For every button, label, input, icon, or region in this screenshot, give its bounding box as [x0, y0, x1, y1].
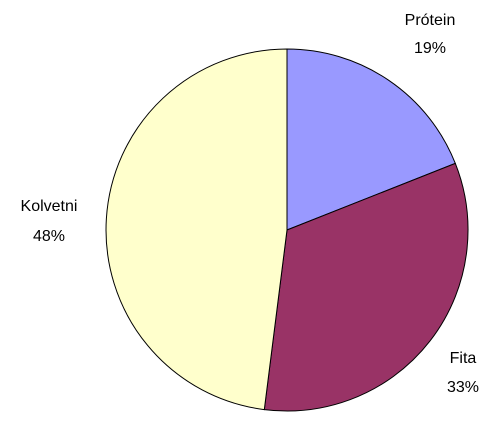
pie-slice-fita — [263, 162, 469, 412]
slice-label-fita: Fita — [450, 350, 477, 367]
pie-slice-pr-tein — [286, 48, 456, 231]
pie-slices — [105, 48, 469, 412]
pie-slice-kolvetni — [105, 48, 288, 411]
slice-label-kolvetni: Kolvetni — [21, 198, 78, 215]
slice-label-pr-tein: Prótein — [405, 12, 456, 29]
slice-value-label-fita: 33% — [447, 379, 479, 396]
pie-labels: Prótein 19% Fita 33% Kolvetni 48% — [21, 12, 479, 396]
slice-value-label-pr-tein: 19% — [414, 40, 446, 57]
slice-value-label-kolvetni: 48% — [33, 228, 65, 245]
